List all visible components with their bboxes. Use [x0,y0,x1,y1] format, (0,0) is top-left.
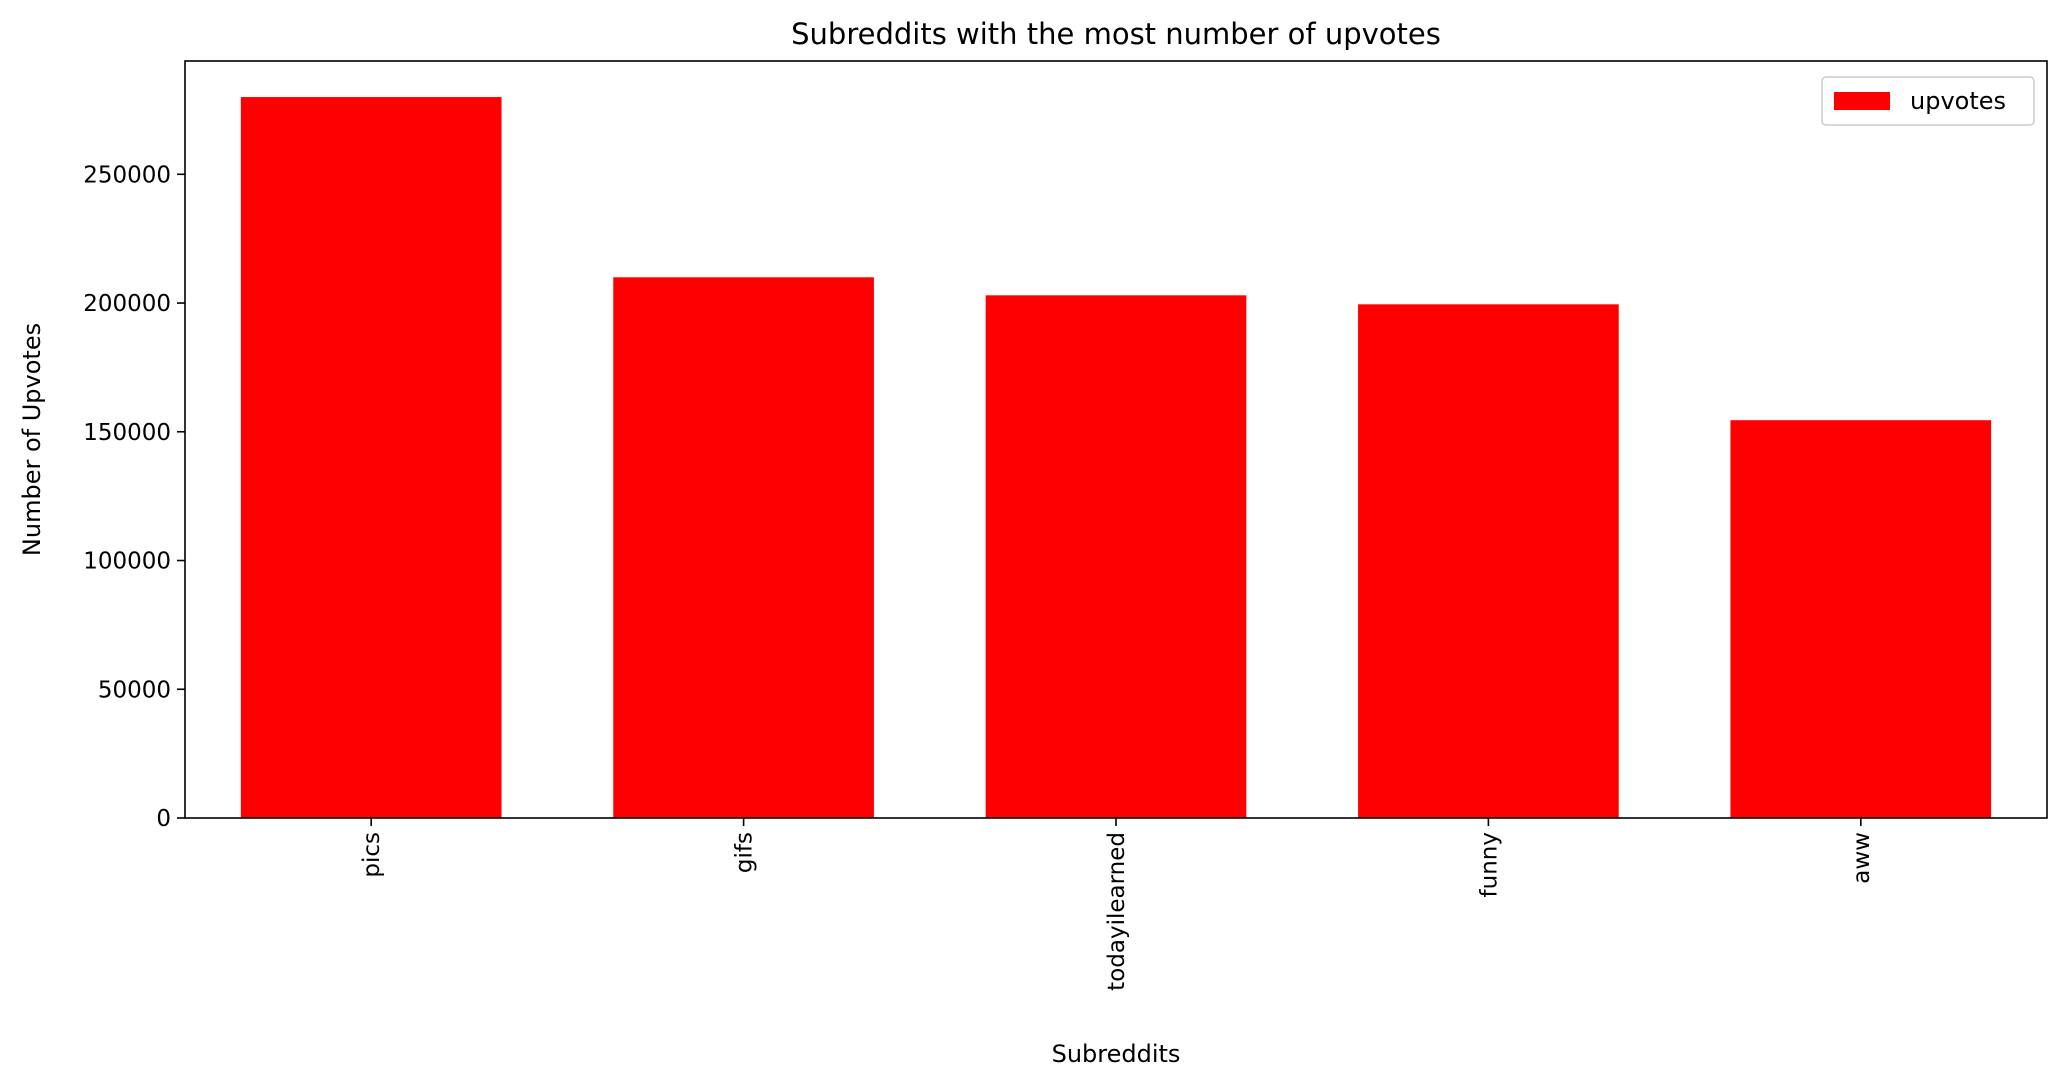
bar-todayilearned [985,295,1247,818]
y-tick-label: 150000 [83,420,171,446]
bar-aww [1730,420,1992,818]
chart-title: Subreddits with the most number of upvot… [791,17,1441,51]
legend-box [1821,76,2035,126]
bars-group [240,97,1992,819]
x-tick-label-gifs: gifs [732,832,758,873]
x-axis: pics gifs todayilearned funny aww [359,818,1875,991]
bar-gifs [613,277,874,818]
legend: upvotes [1821,76,2035,126]
y-axis-label: Number of Upvotes [18,323,46,556]
y-tick-label: 100000 [83,549,171,575]
legend-label: upvotes [1910,87,2006,115]
x-axis-label: Subreddits [1052,1040,1181,1068]
y-tick-label: 200000 [83,291,171,317]
x-tick-label-funny: funny [1476,832,1502,897]
y-axis: 0 50000 100000 150000 200000 250000 [83,162,185,832]
bar-pics [240,97,502,819]
y-tick-label: 0 [156,806,171,832]
x-tick-label-aww: aww [1849,832,1875,884]
y-tick-label: 250000 [83,162,171,188]
legend-swatch [1834,92,1890,110]
x-tick-label-pics: pics [359,832,385,878]
plot-frame [184,60,2048,819]
x-tick-label-todayilearned: todayilearned [1104,832,1130,991]
bar-funny [1358,304,1619,819]
y-tick-label: 50000 [98,677,171,703]
